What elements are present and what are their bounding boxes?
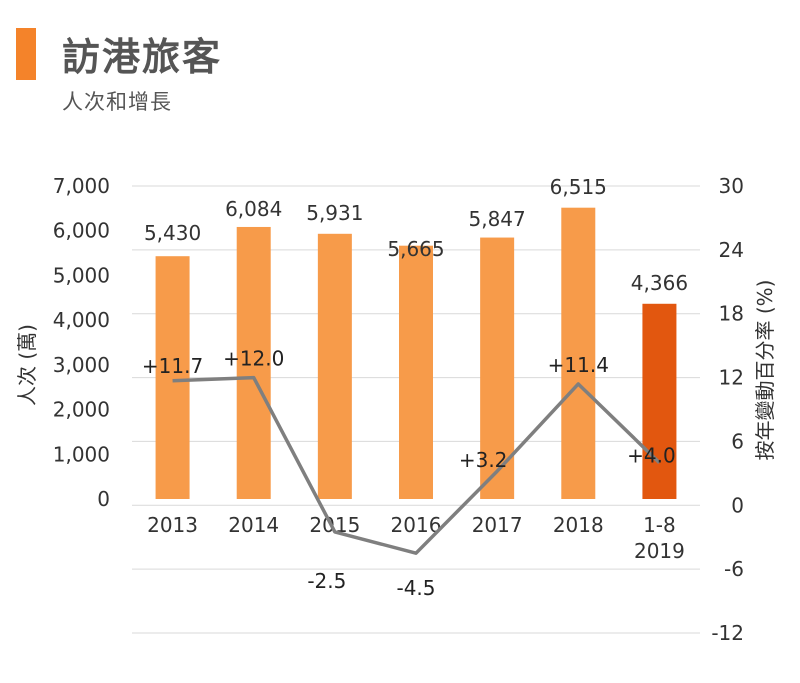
bar-2017: [480, 237, 515, 499]
y-tick-label: 0: [97, 487, 110, 511]
line-value-label: +4.0: [627, 444, 676, 468]
line-value-label: -4.5: [396, 576, 435, 600]
bar-value-label: 5,665: [387, 237, 444, 261]
y2-axis-label: 按年變動百分率 (%): [753, 280, 777, 461]
bar-value-label: 4,366: [631, 271, 688, 295]
x-tick-label: 1-8: [643, 513, 676, 537]
line-value-label: +12.0: [223, 347, 284, 371]
x-tick-label: 2019: [634, 539, 685, 563]
line-value-label: +11.4: [548, 353, 609, 377]
x-tick-label: 2017: [472, 513, 523, 537]
y-tick-label: 2,000: [53, 398, 110, 422]
y-tick-label: 5,000: [53, 263, 110, 287]
bar-2013: [155, 256, 190, 499]
y2-tick-label: 6: [731, 429, 744, 453]
title-accent-bar: [16, 28, 36, 80]
y2-tick-label: 24: [719, 238, 744, 262]
y2-tick-label: 12: [719, 366, 744, 390]
page-subtitle: 人次和增長: [62, 90, 172, 114]
x-tick-label: 2018: [553, 513, 604, 537]
x-tick-label: 2013: [147, 513, 198, 537]
bar-2018: [561, 207, 596, 499]
bar-value-label: 6,084: [225, 197, 282, 221]
growth-rate-line: [172, 375, 661, 555]
y-tick-label: 4,000: [53, 308, 110, 332]
bar-1-8-2019: [642, 303, 677, 499]
y2-tick-label: 18: [719, 302, 744, 326]
x-tick-label: 2016: [391, 513, 442, 537]
bar-value-label: 5,847: [469, 207, 526, 231]
bar-value-label: 5,931: [306, 201, 363, 225]
y-tick-label: 6,000: [53, 219, 110, 243]
y2-tick-label: -12: [711, 621, 744, 645]
y2-tick-label: 30: [719, 174, 744, 198]
bar-2015: [317, 233, 352, 500]
x-tick-label: 2014: [228, 513, 279, 537]
bar-value-label: 6,515: [550, 175, 607, 199]
y-tick-label: 1,000: [53, 442, 110, 466]
y-tick-label: 3,000: [53, 353, 110, 377]
bar-2016: [399, 245, 433, 499]
bar-2014: [236, 226, 271, 499]
y2-tick-label: -6: [724, 557, 744, 581]
page-title: 訪港旅客: [62, 35, 223, 79]
line-value-label: +3.2: [459, 448, 508, 472]
line-value-label: -2.5: [307, 569, 346, 593]
y-axis-label: 人次 (萬): [15, 324, 39, 406]
line-value-label: +11.7: [142, 354, 203, 378]
y2-tick-label: 0: [731, 493, 744, 517]
bar-value-label: 5,430: [144, 221, 201, 245]
y-tick-label: 7,000: [53, 174, 110, 198]
